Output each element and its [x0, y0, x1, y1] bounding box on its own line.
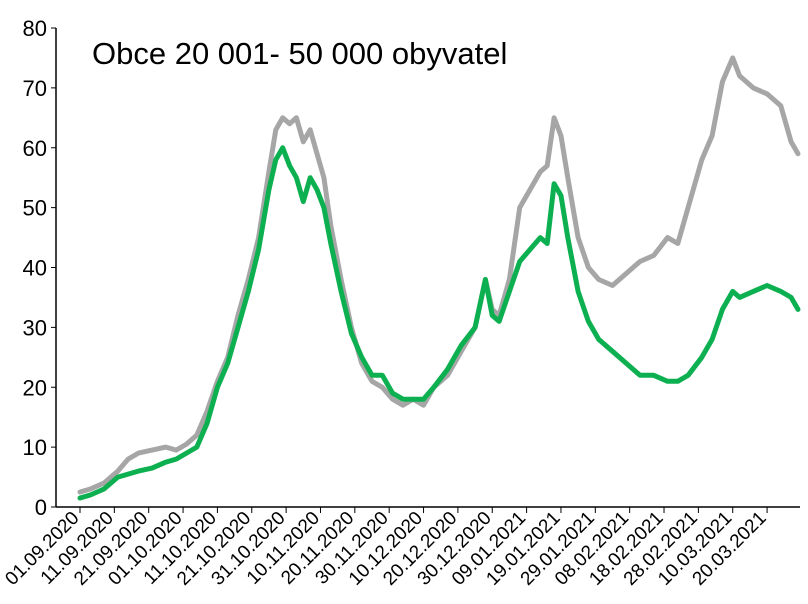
y-tick-label: 70 — [23, 76, 47, 101]
y-tick-label: 50 — [23, 196, 47, 221]
y-tick-label: 30 — [23, 315, 47, 340]
y-tick-label: 20 — [23, 375, 47, 400]
y-tick-label: 40 — [23, 256, 47, 281]
series-line-green — [77, 145, 801, 501]
series-line-gray — [77, 55, 801, 495]
y-tick-label: 0 — [35, 495, 47, 520]
chart-title: Obce 20 001- 50 000 obyvatel — [92, 36, 507, 71]
y-axis: 0 10 20 30 40 50 60 70 80 — [23, 16, 56, 520]
x-axis: 01.09.202011.09.202021.09.202001.10.2020… — [1, 507, 771, 590]
series-lines — [77, 55, 801, 501]
y-tick-label: 80 — [23, 16, 47, 41]
y-tick-label: 60 — [23, 136, 47, 161]
y-tick-label: 10 — [23, 435, 47, 460]
